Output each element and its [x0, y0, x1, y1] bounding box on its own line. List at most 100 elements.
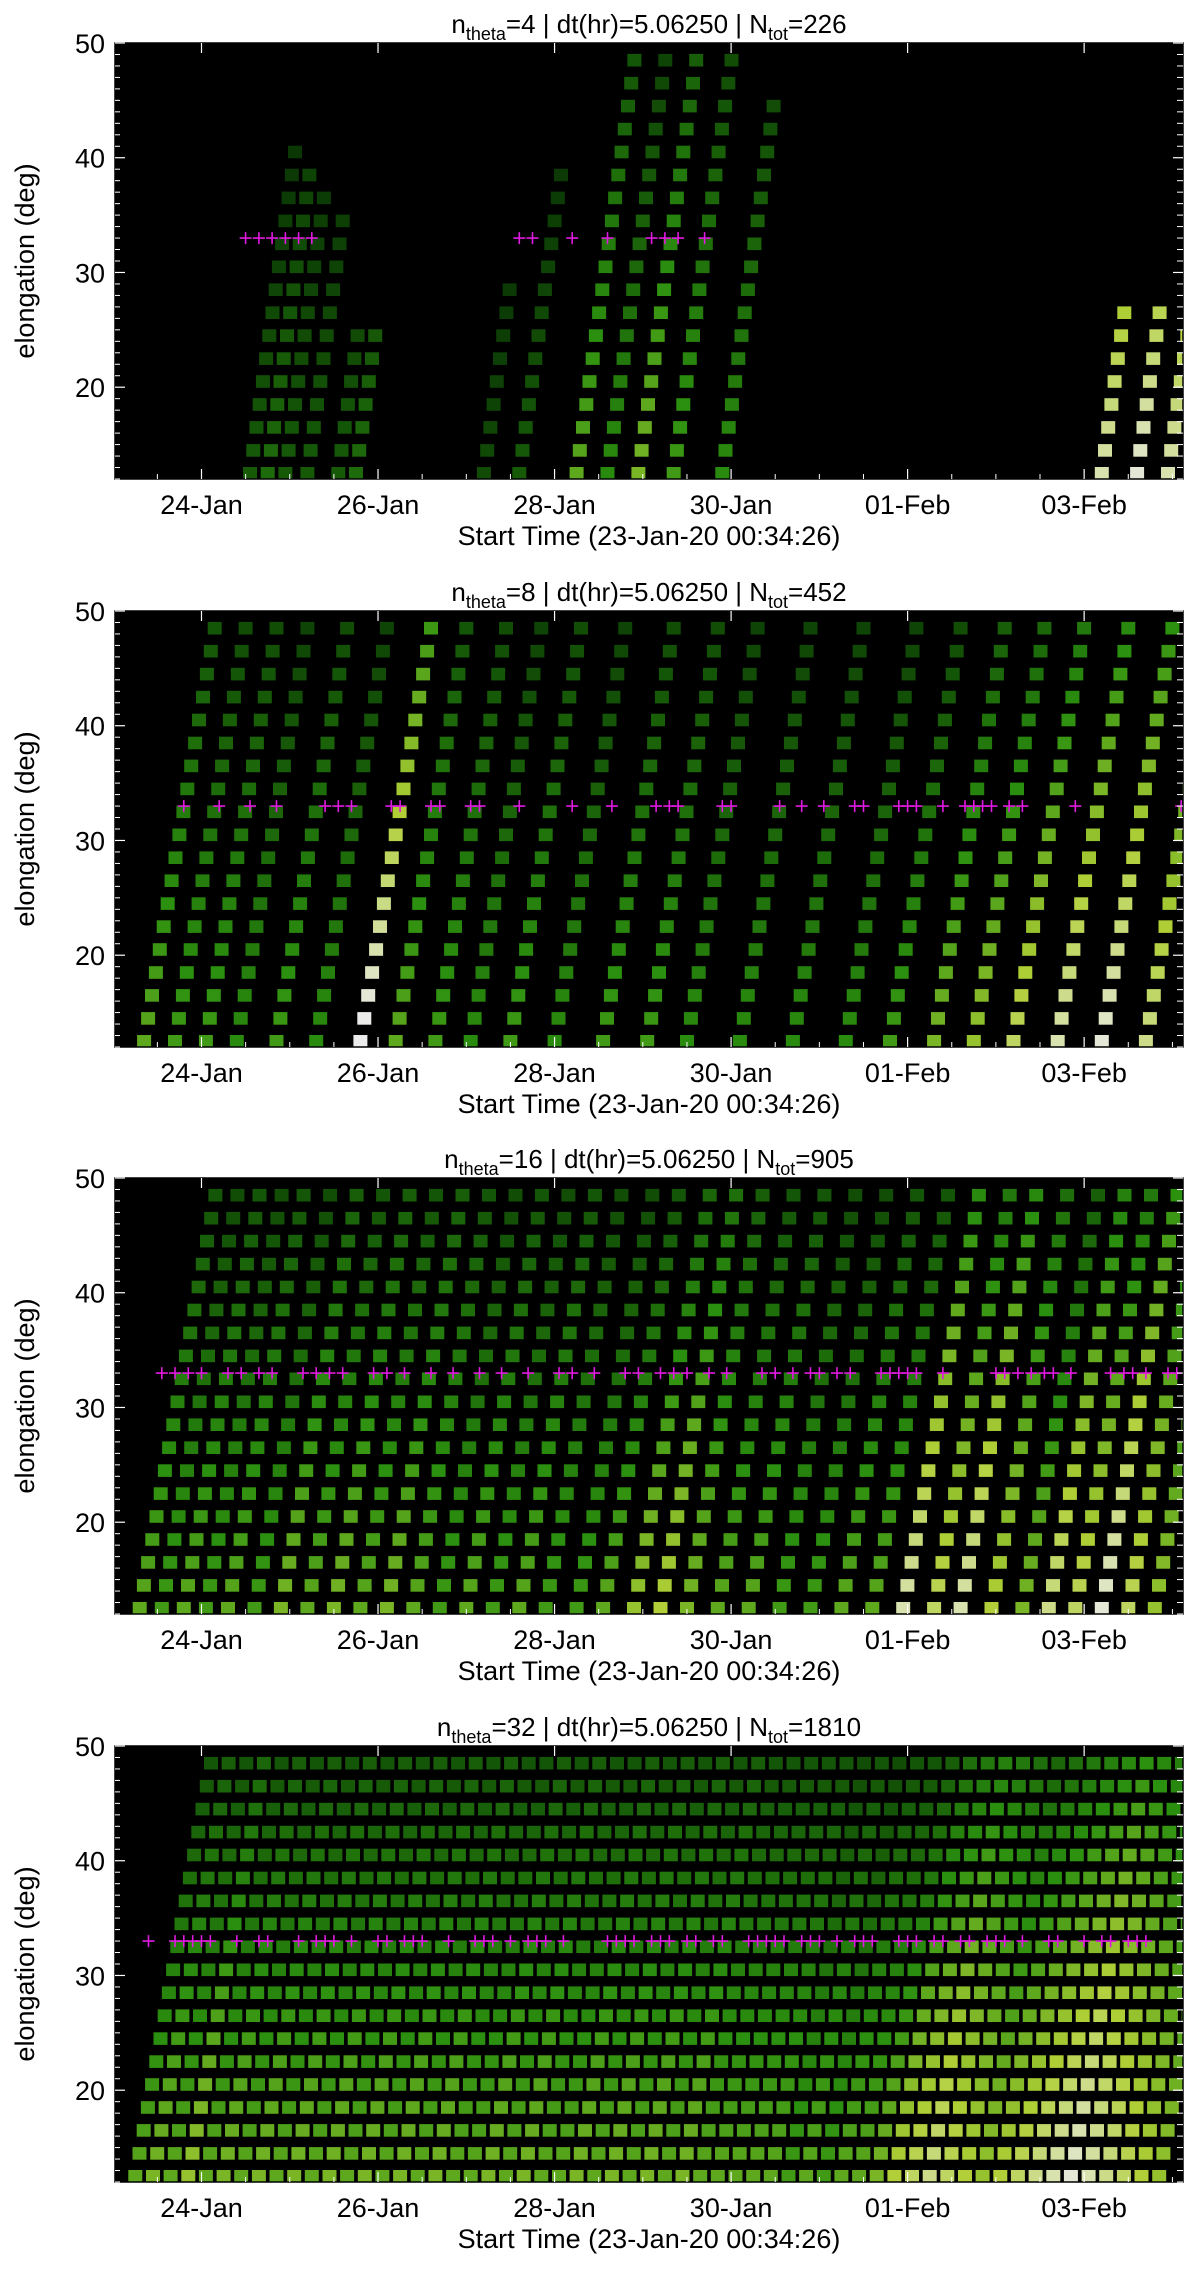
heatmap-cell [941, 1188, 955, 1202]
event-marker [628, 1935, 640, 1948]
heatmap-cell [841, 1940, 856, 1954]
heatmap-cell [516, 2170, 531, 2182]
heatmap-cell [990, 1894, 1005, 1908]
y-tick-label: 50 [75, 1164, 105, 1194]
heatmap-cell [1026, 1372, 1041, 1386]
heatmap-cell [573, 2147, 588, 2160]
heatmap-cell [768, 1756, 783, 1770]
heatmap-cell [1092, 1917, 1107, 1931]
heatmap-cell [333, 1917, 348, 1931]
heatmap-cell [276, 1441, 291, 1454]
heatmap-cell [646, 1848, 661, 1862]
heatmap-cell [859, 2032, 874, 2045]
event-marker [230, 1935, 243, 1948]
heatmap-cell [148, 966, 163, 979]
heatmap-cell [438, 1280, 453, 1294]
heatmap-cell [788, 1940, 803, 1954]
heatmap-cell [368, 329, 383, 342]
heatmap-cell [818, 1871, 833, 1885]
heatmap-cell [1087, 1848, 1102, 1862]
heatmap-cell [403, 1326, 418, 1340]
heatmap-cell [558, 713, 573, 727]
heatmap-cell [136, 1579, 151, 1592]
heatmap-cell [1142, 1012, 1157, 1025]
heatmap-cell [145, 989, 159, 1002]
heatmap-cell [1070, 1303, 1084, 1317]
heatmap-cell [1190, 1373, 1200, 1386]
heatmap-cell [430, 1326, 445, 1340]
heatmap-cell [1180, 329, 1183, 342]
heatmap-cell [916, 2009, 931, 2022]
heatmap-cell [297, 874, 311, 887]
heatmap-cell [248, 1802, 263, 1816]
heatmap-cell [903, 1986, 918, 1999]
heatmap-cell [946, 1326, 961, 1340]
heatmap-cell [583, 1211, 598, 1225]
heatmap-cell [1072, 1579, 1087, 1592]
heatmap-cell [740, 1441, 755, 1454]
heatmap-cell [748, 1395, 763, 1409]
heatmap-cell [910, 874, 925, 887]
heatmap-cell [814, 1894, 829, 1908]
heatmap-cell [520, 1556, 535, 1569]
heatmap-cell [921, 2078, 936, 2091]
heatmap-cell [703, 897, 718, 910]
heatmap-cell [232, 1986, 247, 1999]
heatmap-cell [1050, 1035, 1065, 1047]
heatmap-cell [508, 1188, 523, 1202]
heatmap-cell [172, 2124, 186, 2137]
heatmap-cell [599, 2101, 614, 2114]
heatmap-cell [683, 1012, 698, 1025]
heatmap-cell [1039, 1303, 1054, 1317]
heatmap-cell [281, 1418, 296, 1431]
heatmap-cell [363, 1257, 378, 1271]
heatmap-cell [1156, 2147, 1171, 2160]
heatmap-cell [682, 1940, 697, 1954]
heatmap-cell [1165, 621, 1180, 635]
heatmap-cell [803, 2147, 818, 2160]
heatmap-cell [459, 621, 474, 635]
y-tick-label: 20 [75, 2076, 105, 2106]
heatmap-cell [483, 421, 498, 434]
heatmap-cell [1171, 1871, 1183, 1885]
heatmap-cell [673, 1894, 687, 1908]
heatmap-cell [226, 1211, 241, 1225]
heatmap-cell [615, 920, 630, 933]
heatmap-cell [789, 2124, 804, 2137]
heatmap-cell [668, 1917, 683, 1931]
heatmap-cell [1154, 1418, 1169, 1431]
heatmap-track [834, 1188, 925, 1614]
heatmap-cell [518, 1280, 533, 1294]
event-marker [394, 800, 407, 813]
heatmap-cell [550, 191, 565, 205]
heatmap-cell [1173, 2055, 1183, 2068]
heatmap-cell [876, 1940, 891, 1954]
heatmap-track [940, 1756, 1030, 2182]
heatmap-cell [683, 2032, 698, 2045]
heatmap-cell [740, 989, 755, 1002]
heatmap-cell [551, 2078, 566, 2091]
heatmap-cell [1005, 2101, 1020, 2114]
heatmap-cell [962, 2147, 977, 2160]
heatmap-cell [632, 237, 647, 251]
heatmap-cell [1117, 1779, 1132, 1793]
heatmap-cell [367, 1234, 382, 1248]
heatmap-cell [446, 1779, 461, 1793]
heatmap-cell [807, 1579, 822, 1592]
heatmap-cell [1082, 851, 1096, 864]
heatmap-cell [942, 1871, 956, 1885]
heatmap-cell [506, 782, 521, 796]
heatmap-cell [982, 943, 997, 956]
heatmap-cell [1174, 1756, 1183, 1770]
event-marker [182, 1367, 195, 1380]
event-marker [566, 232, 579, 245]
event-marker [327, 1935, 340, 1948]
heatmap-track [534, 1756, 624, 2182]
heatmap-cell [1096, 1303, 1111, 1317]
heatmap-cell [316, 759, 331, 773]
x-tick-label: 24-Jan [160, 2193, 243, 2223]
heatmap-cell [657, 2170, 672, 2182]
heatmap-cell [723, 782, 738, 796]
heatmap-cell [547, 1556, 562, 1569]
heatmap-cell [248, 1211, 263, 1225]
